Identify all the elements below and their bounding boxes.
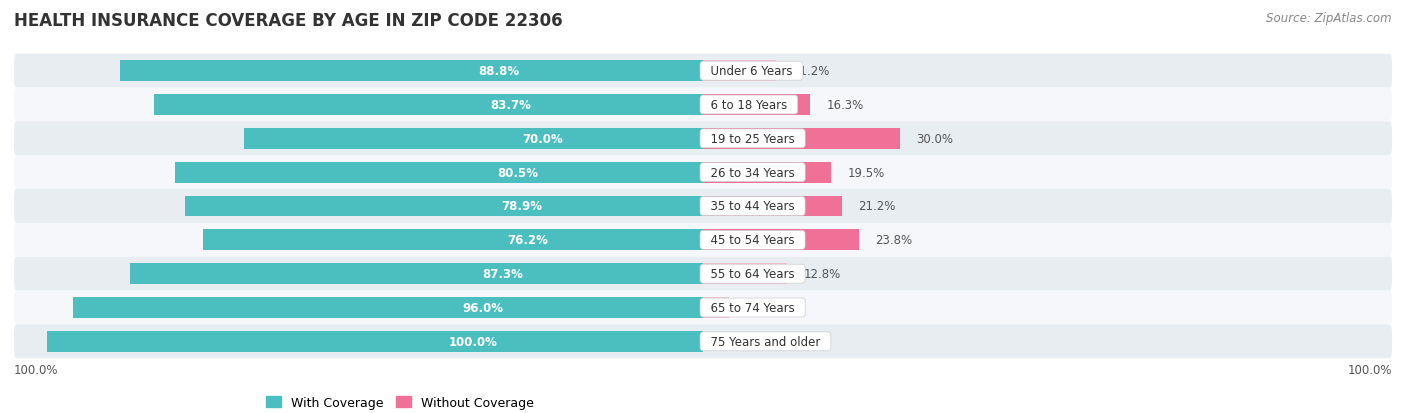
- Text: 70.0%: 70.0%: [522, 133, 562, 145]
- Text: 83.7%: 83.7%: [491, 99, 531, 112]
- Bar: [243, 128, 703, 150]
- FancyBboxPatch shape: [14, 257, 1392, 291]
- Bar: [703, 297, 730, 318]
- Text: 19.5%: 19.5%: [848, 166, 884, 179]
- Text: 30.0%: 30.0%: [917, 133, 953, 145]
- Text: 19 to 25 Years: 19 to 25 Years: [703, 133, 803, 145]
- Text: 100.0%: 100.0%: [1347, 363, 1392, 376]
- Text: 87.3%: 87.3%: [482, 268, 523, 280]
- Text: 100.0%: 100.0%: [449, 335, 498, 348]
- Text: 6 to 18 Years: 6 to 18 Years: [703, 99, 794, 112]
- Bar: [703, 196, 842, 217]
- Text: 65 to 74 Years: 65 to 74 Years: [703, 301, 803, 314]
- Text: 4.0%: 4.0%: [745, 301, 775, 314]
- Text: 0.0%: 0.0%: [720, 335, 749, 348]
- Bar: [121, 61, 703, 82]
- Text: 21.2%: 21.2%: [859, 200, 896, 213]
- Text: 11.2%: 11.2%: [793, 65, 831, 78]
- Text: 75 Years and older: 75 Years and older: [703, 335, 828, 348]
- FancyBboxPatch shape: [14, 55, 1392, 88]
- Text: 12.8%: 12.8%: [803, 268, 841, 280]
- Bar: [202, 230, 703, 251]
- Bar: [703, 128, 900, 150]
- FancyBboxPatch shape: [14, 190, 1392, 223]
- Text: HEALTH INSURANCE COVERAGE BY AGE IN ZIP CODE 22306: HEALTH INSURANCE COVERAGE BY AGE IN ZIP …: [14, 12, 562, 30]
- FancyBboxPatch shape: [14, 88, 1392, 122]
- FancyBboxPatch shape: [14, 223, 1392, 257]
- Bar: [46, 331, 703, 352]
- Bar: [73, 297, 703, 318]
- Bar: [703, 95, 810, 116]
- Text: 23.8%: 23.8%: [876, 234, 912, 247]
- Legend: With Coverage, Without Coverage: With Coverage, Without Coverage: [262, 391, 538, 413]
- Text: 80.5%: 80.5%: [498, 166, 538, 179]
- Bar: [131, 263, 703, 285]
- FancyBboxPatch shape: [14, 291, 1392, 325]
- Text: 88.8%: 88.8%: [478, 65, 520, 78]
- Text: 78.9%: 78.9%: [502, 200, 543, 213]
- Bar: [174, 162, 703, 183]
- Bar: [703, 263, 787, 285]
- FancyBboxPatch shape: [14, 122, 1392, 156]
- Text: 26 to 34 Years: 26 to 34 Years: [703, 166, 803, 179]
- Text: 100.0%: 100.0%: [14, 363, 59, 376]
- Bar: [703, 61, 776, 82]
- Text: Source: ZipAtlas.com: Source: ZipAtlas.com: [1267, 12, 1392, 25]
- Bar: [703, 162, 831, 183]
- FancyBboxPatch shape: [14, 325, 1392, 358]
- Bar: [186, 196, 703, 217]
- Text: 45 to 54 Years: 45 to 54 Years: [703, 234, 803, 247]
- Text: 16.3%: 16.3%: [827, 99, 863, 112]
- FancyBboxPatch shape: [14, 156, 1392, 190]
- Bar: [153, 95, 703, 116]
- Text: 96.0%: 96.0%: [463, 301, 503, 314]
- Text: 76.2%: 76.2%: [508, 234, 548, 247]
- Bar: [703, 230, 859, 251]
- Text: Under 6 Years: Under 6 Years: [703, 65, 800, 78]
- Text: 35 to 44 Years: 35 to 44 Years: [703, 200, 803, 213]
- Text: 55 to 64 Years: 55 to 64 Years: [703, 268, 803, 280]
